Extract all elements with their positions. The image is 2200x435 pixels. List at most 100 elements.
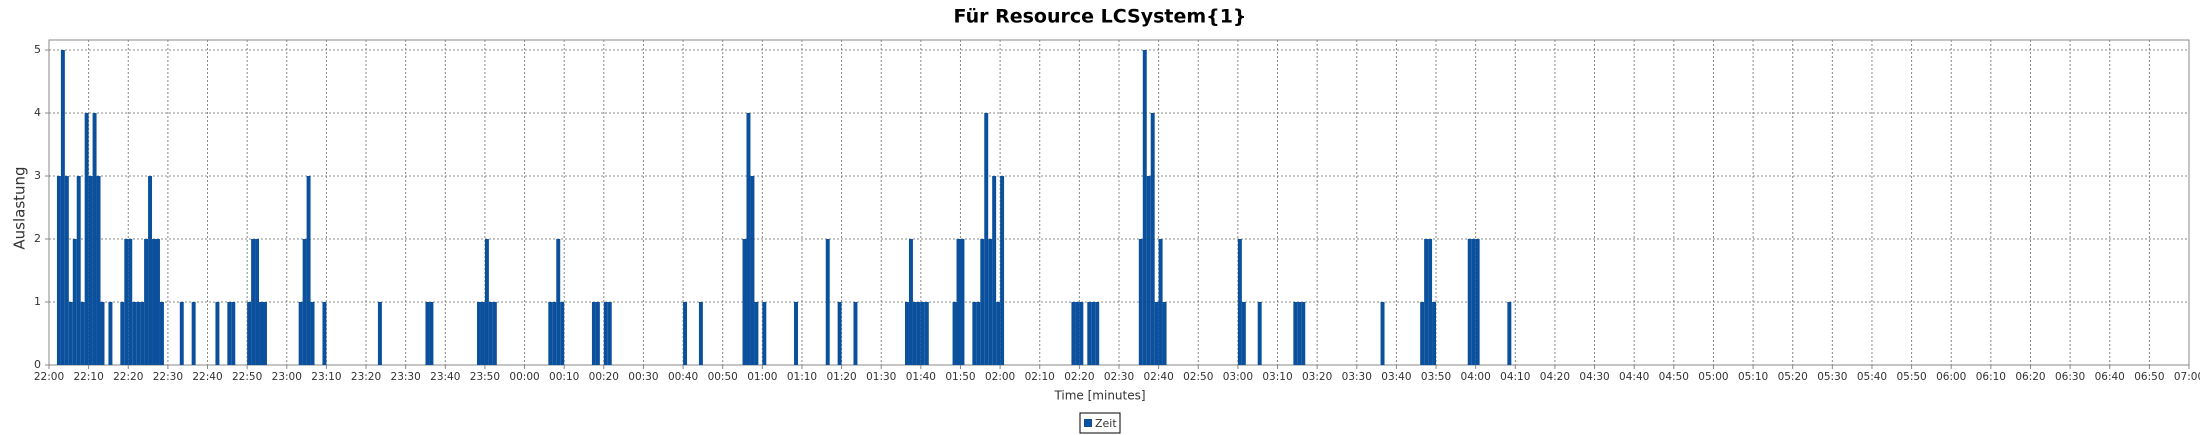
bar (425, 302, 430, 365)
bar (429, 302, 434, 365)
bar (227, 302, 232, 365)
bar (132, 302, 137, 365)
bar (136, 302, 141, 365)
bar (1467, 239, 1472, 365)
x-tick-label: 06:20 (2015, 371, 2045, 383)
y-tick-label: 5 (34, 43, 41, 56)
bar (603, 302, 608, 365)
x-tick-label: 05:20 (1778, 371, 1808, 383)
bar (156, 239, 160, 365)
chart-title: Für Resource LCSystem{1} (954, 6, 1247, 28)
x-tick-label: 22:40 (192, 371, 222, 383)
bar (480, 302, 485, 365)
x-tick-label: 00:00 (509, 371, 539, 383)
bar (1162, 302, 1167, 365)
bar (1079, 302, 1084, 365)
bar (140, 302, 145, 365)
bar (1471, 239, 1476, 365)
bar (1428, 239, 1433, 365)
legend (1079, 412, 1121, 434)
bar (1475, 239, 1480, 365)
x-tick-label: 04:30 (1579, 371, 1609, 383)
x-tick-label: 22:00 (34, 371, 64, 383)
bar (263, 302, 267, 365)
bar (1420, 302, 1425, 365)
bar (912, 302, 917, 365)
x-tick-label: 06:10 (1976, 371, 2006, 383)
bar (1154, 302, 1159, 365)
bar (1432, 302, 1437, 365)
x-tick-label: 22:50 (232, 371, 262, 383)
bar (68, 302, 73, 365)
y-axis-label: Auslastung (11, 166, 29, 249)
bar (477, 302, 481, 365)
bar (960, 239, 965, 365)
y-tick-label: 4 (34, 106, 41, 119)
bar (1424, 239, 1429, 365)
bar (1293, 302, 1298, 365)
bar (825, 239, 830, 365)
bar (152, 239, 156, 365)
bar (179, 302, 184, 365)
bar (215, 302, 220, 365)
bar (298, 302, 303, 365)
x-tick-label: 22:10 (73, 371, 103, 383)
x-tick-label: 04:40 (1619, 371, 1649, 383)
bar (1507, 302, 1512, 365)
bar (100, 302, 105, 365)
plot-area (48, 39, 2190, 366)
x-tick-label: 03:40 (1381, 371, 1411, 383)
bar (1158, 239, 1163, 365)
bar (259, 302, 263, 365)
x-tick-label: 00:50 (708, 371, 738, 383)
bar (377, 302, 382, 365)
x-tick-label: 01:50 (945, 371, 975, 383)
bar (1146, 176, 1151, 365)
bar (908, 239, 913, 365)
bar (698, 302, 703, 365)
x-tick-label: 03:50 (1421, 371, 1451, 383)
y-tick-label: 3 (34, 169, 41, 182)
bar (976, 302, 981, 365)
bar (992, 176, 997, 365)
x-tick-label: 01:00 (747, 371, 777, 383)
bar (683, 302, 688, 365)
bar (159, 302, 164, 365)
bar (905, 302, 909, 365)
bar (1150, 113, 1155, 365)
bar (1257, 302, 1262, 365)
bar (972, 302, 977, 365)
x-tick-label: 07:00 (2174, 371, 2200, 383)
bar (92, 113, 97, 365)
bar (1297, 302, 1302, 365)
bar (837, 302, 842, 365)
x-tick-label: 02:10 (1025, 371, 1055, 383)
x-tick-label: 04:00 (1461, 371, 1491, 383)
x-tick-label: 02:30 (1104, 371, 1134, 383)
x-tick-label: 04:50 (1659, 371, 1689, 383)
bar (916, 302, 921, 365)
bar (128, 239, 133, 365)
x-tick-label: 00:10 (549, 371, 579, 383)
x-tick-label: 05:50 (1896, 371, 1926, 383)
bar (984, 113, 989, 365)
bar (920, 302, 925, 365)
bar (1091, 302, 1096, 365)
bar (488, 302, 493, 365)
x-tick-label: 00:30 (628, 371, 658, 383)
bar (96, 176, 101, 365)
bar (548, 302, 553, 365)
bar (1000, 176, 1005, 365)
bar (980, 239, 985, 365)
bar (148, 176, 153, 365)
bar (1142, 50, 1147, 365)
x-tick-label: 02:40 (1143, 371, 1173, 383)
bar (1138, 239, 1143, 365)
x-tick-label: 01:30 (866, 371, 896, 383)
bar (124, 239, 129, 365)
bar (746, 113, 751, 365)
bar (956, 239, 961, 365)
bar (76, 176, 81, 365)
bar (1071, 302, 1076, 365)
bar (607, 302, 612, 365)
